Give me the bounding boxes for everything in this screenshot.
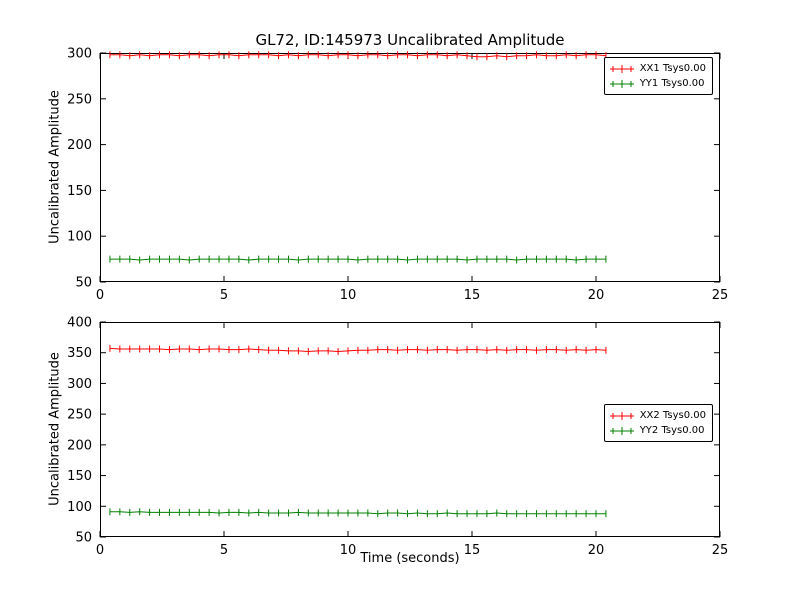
legend-label: YY2 Tsys0.00 [639,425,705,436]
y-tick-label: 50 [75,276,92,291]
x-tick-label: 5 [220,543,228,558]
y-tick-label: 200 [67,438,92,453]
yy1-series [109,255,607,264]
legend-sample-line [609,426,634,435]
legend-entry: YY1 Tsys0.00 [609,76,706,91]
series-line [109,347,606,353]
y-tick-label: 150 [67,469,92,484]
y-tick-label: 300 [67,377,92,392]
yy2-series [109,508,607,518]
legend-entry: XX2 Tsys0.00 [609,408,706,423]
subplot-2-legend: XX2 Tsys0.00 YY2 Tsys0.00 [603,404,713,442]
x-tick-label: 0 [96,543,104,558]
red-line-marker-sample [609,64,634,73]
x-tick-label: 20 [588,543,605,558]
y-tick-label: 200 [67,138,92,153]
legend-entry: XX1 Tsys0.00 [609,61,706,76]
subplot-1-legend: XX1 Tsys0.00 YY1 Tsys0.00 [603,57,713,95]
legend-sample-line [609,411,634,420]
red-line-marker-sample [609,411,634,420]
x-tick-label: 25 [712,288,729,303]
x-tick-label: 10 [340,288,357,303]
x-tick-label: 20 [588,288,605,303]
green-line-marker-sample [609,426,634,435]
x-tick-label: 10 [340,543,357,558]
axes-border [100,53,720,282]
legend-sample-line [609,79,634,88]
y-tick-label: 400 [67,316,92,331]
series-line [109,54,606,58]
subplot-2-plot-area: 0 5 10 15 20 25 50 100 150 200 250 300 350 400 [67,316,728,559]
series-line [109,258,606,261]
y-tick-label: 100 [67,500,92,515]
x-axis-label: Time (seconds) [360,551,460,566]
y-tick-label: 250 [67,408,92,423]
xx2-series [109,344,607,355]
x-tick-label: 25 [712,543,729,558]
y-tick-label: 300 [67,47,92,62]
y-tick-label: 50 [75,531,92,546]
y-tick-label: 350 [67,346,92,361]
subplot-2-ylabel: Uncalibrated Amplitude [47,352,63,506]
x-tick-label: 5 [220,288,228,303]
x-tick-label: 0 [96,288,104,303]
legend-sample-line [609,64,634,73]
subplot-1-ylabel: Uncalibrated Amplitude [47,90,63,244]
series-line [109,511,606,515]
axes-border [100,322,720,537]
green-line-marker-sample [609,79,634,88]
xx1-series [109,51,607,61]
x-tick-label: 15 [464,543,481,558]
y-tick-label: 250 [67,92,92,107]
y-tick-label: 100 [67,230,92,245]
legend-entry: YY2 Tsys0.00 [609,423,706,438]
legend-label: XX2 Tsys0.00 [639,410,706,421]
legend-label: YY1 Tsys0.00 [639,78,705,89]
subplot-1-plot-area: 0 5 10 15 20 25 50 100 150 200 250 300 [67,47,728,304]
x-tick-label: 15 [464,288,481,303]
y-tick-label: 150 [67,184,92,199]
chart-title: GL72, ID:145973 Uncalibrated Amplitude [255,31,565,49]
legend-label: XX1 Tsys0.00 [639,63,706,74]
